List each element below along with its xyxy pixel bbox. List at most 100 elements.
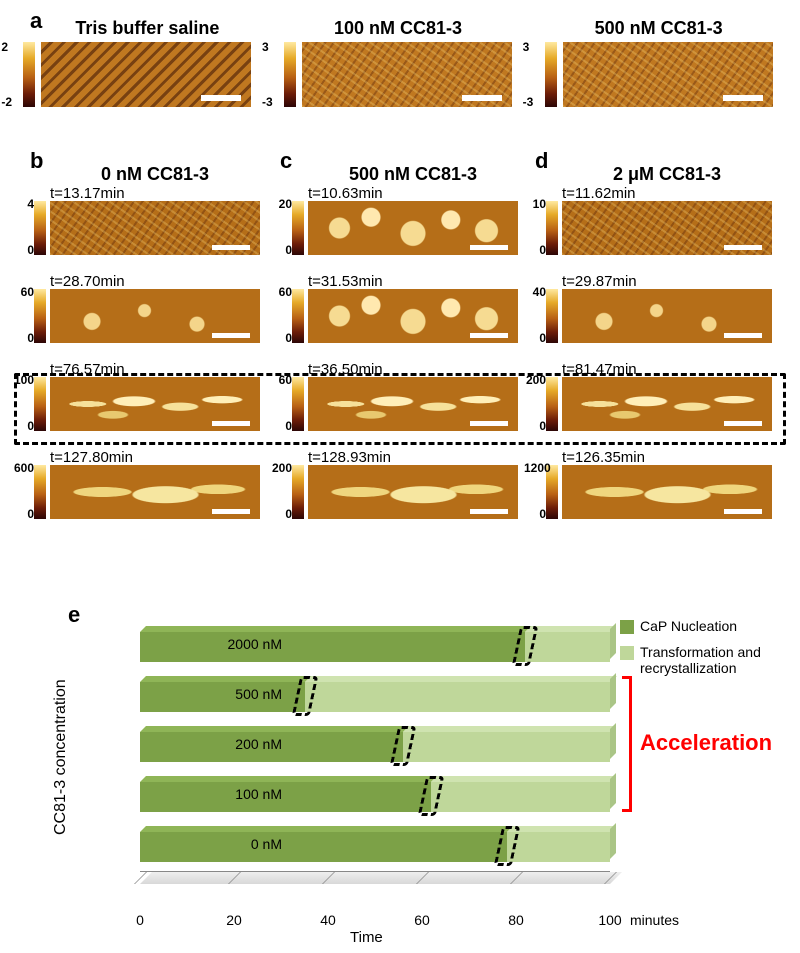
acceleration-label: Acceleration	[640, 730, 772, 756]
acceleration-bracket	[622, 676, 632, 812]
bar-transformation	[431, 782, 610, 812]
scalebar	[723, 95, 763, 101]
colorbar	[546, 289, 558, 343]
bar-transformation	[525, 632, 610, 662]
afm-image	[308, 201, 518, 255]
colorbar-max: 4	[12, 197, 34, 211]
bar-nucleation	[140, 632, 525, 662]
bar-nucleation	[140, 832, 507, 862]
colorbar-max: 100	[12, 373, 34, 387]
ytick-label: 100 nM	[212, 786, 282, 802]
legend-item: CaP Nucleation	[620, 618, 770, 634]
time-label: t=128.93min	[308, 449, 391, 466]
afm-image	[308, 465, 518, 519]
xtick-label: 0	[136, 912, 144, 928]
afm-frame: t=81.47min2000	[534, 363, 778, 443]
colorbar-min: 0	[270, 507, 292, 521]
colorbar-max: 200	[270, 461, 292, 475]
colorbar-max: 60	[270, 373, 292, 387]
xlabel: Time	[350, 929, 383, 946]
column-d: 2 μM CC81-3t=11.62min100t=29.87min400t=8…	[534, 164, 778, 539]
colorbar	[284, 42, 296, 107]
colorbar	[292, 289, 304, 343]
colorbar-min: 0	[270, 419, 292, 433]
panel-a-sub-1: 100 nM CC81-33-3	[279, 18, 518, 112]
afm-image	[562, 465, 772, 519]
afm-frame: t=29.87min400	[534, 275, 778, 355]
colorbar-min: 0	[12, 419, 34, 433]
bar	[140, 726, 610, 762]
panel-a-title: Tris buffer saline	[75, 18, 219, 39]
legend-label: Transformation and recrystallization	[640, 644, 770, 676]
afm-image	[50, 201, 260, 255]
scalebar	[470, 421, 508, 426]
afm-frame: t=11.62min100	[534, 187, 778, 267]
bar-transformation	[507, 832, 610, 862]
legend-label: CaP Nucleation	[640, 618, 737, 634]
panel-a: Tris buffer saline2-2100 nM CC81-33-3500…	[18, 18, 778, 112]
time-label: t=76.57min	[50, 361, 125, 378]
scalebar	[462, 95, 502, 101]
colorbar	[34, 377, 46, 431]
colorbar-max: 200	[524, 373, 546, 387]
panel-a-title: 500 nM CC81-3	[595, 18, 723, 39]
colorbar-min: 0	[524, 507, 546, 521]
scalebar	[470, 245, 508, 250]
scalebar	[470, 333, 508, 338]
time-label: t=36.50min	[308, 361, 383, 378]
afm-image: 3-3	[302, 42, 512, 107]
panel-e: CC81-3 concentration CaP NucleationTrans…	[50, 600, 760, 940]
ytick-label: 0 nM	[212, 836, 282, 852]
column-title: 2 μM CC81-3	[556, 164, 778, 185]
chart-area	[140, 620, 610, 900]
time-label: t=10.63min	[308, 185, 383, 202]
bar-transformation	[403, 732, 610, 762]
xtick-label: 80	[508, 912, 524, 928]
afm-frame: t=127.80min6000	[22, 451, 266, 531]
colorbar-min: 0	[12, 243, 34, 257]
colorbar	[34, 289, 46, 343]
scalebar	[201, 95, 241, 101]
bar	[140, 826, 610, 862]
bar	[140, 626, 610, 662]
time-label: t=31.53min	[308, 273, 383, 290]
colorbar	[292, 465, 304, 519]
legend: CaP Nucleation Transformation and recryst…	[620, 618, 770, 686]
colorbar-min: 0	[12, 507, 34, 521]
afm-image	[50, 377, 260, 431]
bar-side	[610, 673, 616, 709]
column-title: 0 nM CC81-3	[44, 164, 266, 185]
afm-frame: t=128.93min2000	[280, 451, 524, 531]
x-axis	[140, 871, 610, 872]
column-title: 500 nM CC81-3	[302, 164, 524, 185]
colorbar-min: -3	[262, 95, 273, 109]
scalebar	[724, 421, 762, 426]
legend-swatch	[620, 620, 634, 634]
bar	[140, 676, 610, 712]
colorbar-min: -3	[523, 95, 534, 109]
bar-side	[610, 623, 616, 659]
colorbar-min: 0	[524, 331, 546, 345]
bar-side	[610, 773, 616, 809]
afm-image	[50, 465, 260, 519]
xtick-label: 40	[320, 912, 336, 928]
ylabel: CC81-3 concentration	[52, 679, 70, 835]
scalebar	[212, 333, 250, 338]
colorbar-max: 600	[12, 461, 34, 475]
afm-image	[50, 289, 260, 343]
column-c: 500 nM CC81-3t=10.63min200t=31.53min600t…	[280, 164, 524, 539]
column-b: 0 nM CC81-3t=13.17min40t=28.70min600t=76…	[22, 164, 266, 539]
time-label: t=81.47min	[562, 361, 637, 378]
time-label: t=127.80min	[50, 449, 133, 466]
colorbar-max: 3	[523, 40, 530, 54]
colorbar-min: 0	[270, 331, 292, 345]
panel-a-sub-2: 500 nM CC81-33-3	[539, 18, 778, 112]
afm-frame: t=31.53min600	[280, 275, 524, 355]
colorbar-min: 0	[270, 243, 292, 257]
colorbar-min: 0	[12, 331, 34, 345]
afm-image	[308, 289, 518, 343]
time-label: t=11.62min	[562, 185, 636, 202]
plot-floor	[140, 872, 622, 884]
x-unit: minutes	[630, 912, 679, 928]
ytick-label: 200 nM	[212, 736, 282, 752]
